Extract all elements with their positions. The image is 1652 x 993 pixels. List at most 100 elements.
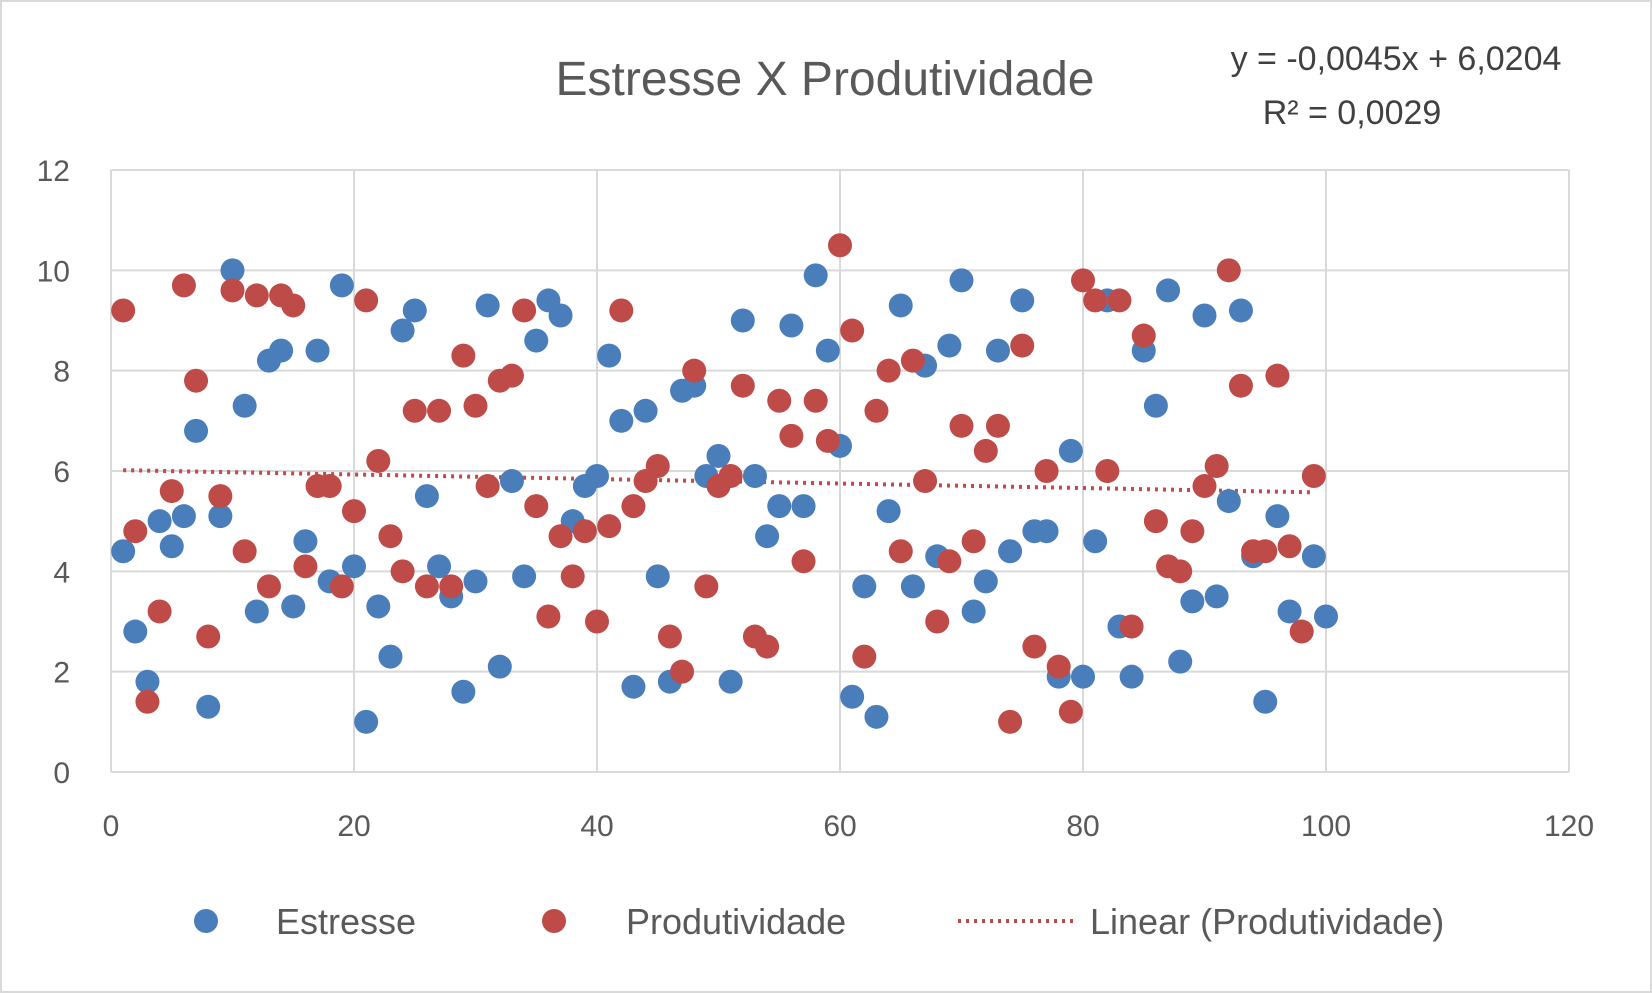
point-produtividade [1289,619,1314,644]
point-estresse [767,494,792,519]
point-produtividade [913,469,938,494]
point-produtividade [184,368,209,393]
point-produtividade [1095,459,1120,483]
point-estresse [585,464,609,489]
point-produtividade [378,524,403,549]
point-estresse [755,524,780,549]
point-produtividade [852,644,877,669]
point-produtividade [123,519,148,544]
point-produtividade [317,474,342,499]
point-produtividade [135,689,160,714]
legend-marker-estresse [194,909,218,933]
series-estresse [111,258,1338,734]
point-produtividade [876,358,901,383]
point-estresse [852,574,877,599]
point-produtividade [779,423,804,448]
legend-label-produtividade: Produtividade [626,901,846,942]
point-estresse [1119,664,1144,689]
point-estresse [633,398,658,423]
point-estresse [147,509,172,534]
point-produtividade [439,574,464,599]
point-estresse [1168,649,1193,674]
point-estresse [1058,438,1083,463]
point-produtividade [524,494,549,519]
point-estresse [293,529,318,554]
point-estresse [329,273,354,298]
point-estresse [1265,504,1290,529]
point-produtividade [342,499,366,524]
point-produtividade [998,709,1023,734]
y-tick-label: 12 [37,155,70,188]
point-produtividade [354,288,379,313]
point-produtividade [1277,534,1302,559]
point-estresse [354,709,379,734]
point-produtividade [329,574,354,599]
point-estresse [402,298,427,323]
y-tick-label: 6 [53,456,70,489]
point-estresse [1253,689,1278,714]
point-produtividade [512,298,537,323]
point-produtividade [463,393,488,418]
legend-marker-produtividade [542,909,566,933]
legend-label-estresse: Estresse [276,901,416,942]
point-produtividade [730,373,755,398]
point-estresse [184,418,209,443]
point-estresse [524,328,549,353]
point-estresse [499,469,524,494]
point-estresse [645,564,670,589]
point-produtividade [1046,654,1071,679]
point-estresse [718,669,743,694]
point-estresse [815,338,840,363]
point-estresse [171,504,196,529]
point-produtividade [1058,699,1083,724]
point-produtividade [244,283,269,308]
legend-label-trendline: Linear (Produtividade) [1090,901,1444,942]
y-tick-label: 8 [53,356,70,389]
point-produtividade [937,549,962,574]
point-estresse [888,293,913,318]
x-tick-label: 80 [1066,810,1099,843]
point-estresse [123,619,148,644]
y-tick-label: 4 [53,556,70,589]
point-produtividade [694,574,719,599]
x-tick-label: 100 [1301,810,1351,843]
point-produtividade [196,624,221,649]
point-estresse [1156,278,1181,303]
point-produtividade [208,484,233,509]
point-produtividade [1228,373,1253,398]
x-tick-label: 0 [103,810,120,843]
point-produtividade [402,398,427,423]
point-produtividade [670,659,695,684]
point-estresse [463,569,488,594]
point-estresse [1180,589,1205,614]
point-estresse [1010,288,1035,313]
point-produtividade [1216,258,1241,283]
point-estresse [730,308,755,333]
point-produtividade [985,413,1010,438]
point-produtividade [475,474,500,499]
point-produtividade [1083,288,1108,313]
point-estresse [1083,529,1108,554]
point-estresse [973,569,998,594]
point-estresse [427,554,452,579]
point-estresse [621,674,646,699]
point-produtividade [536,604,561,629]
point-estresse [487,654,512,679]
point-estresse [159,534,184,559]
point-estresse [779,313,804,338]
point-estresse [597,343,622,368]
gridlines [110,169,1570,773]
point-produtividade [1010,333,1035,358]
point-produtividade [1119,614,1144,639]
point-produtividade [791,549,816,574]
point-produtividade [1192,474,1217,499]
y-tick-label: 2 [53,657,70,690]
point-estresse [1143,393,1168,418]
point-produtividade [682,358,707,383]
point-produtividade [414,574,439,599]
point-produtividade [281,293,306,318]
point-produtividade [1071,268,1095,293]
point-produtividade [828,233,852,258]
